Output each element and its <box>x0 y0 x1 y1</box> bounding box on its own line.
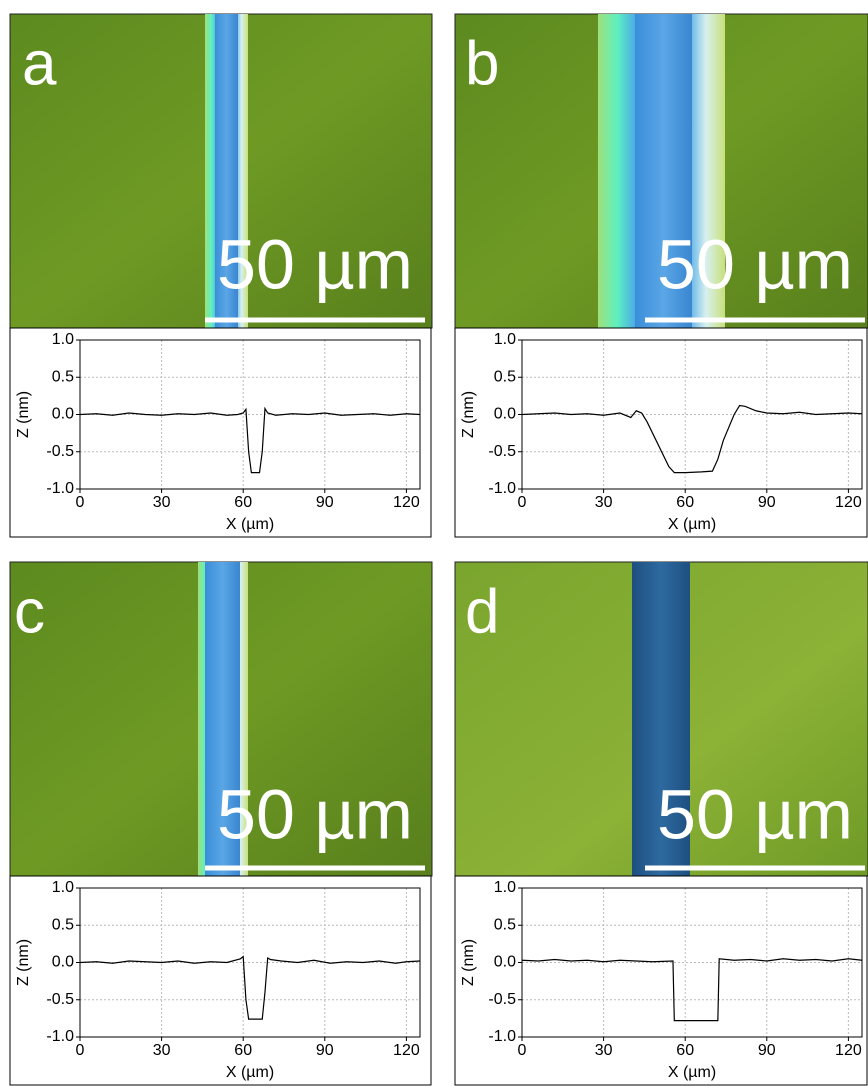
x-axis-label: X (µm) <box>668 516 716 533</box>
y-axis-label: Z (nm) <box>460 391 477 438</box>
x-tick-label: 0 <box>518 494 527 511</box>
panel-label: b <box>465 29 499 98</box>
chart-frame <box>10 876 431 1085</box>
y-tick-label: 1.0 <box>52 879 74 896</box>
x-axis-label: X (µm) <box>668 1064 716 1081</box>
x-tick-label: 30 <box>595 1042 613 1059</box>
panel-label: d <box>465 577 499 646</box>
x-axis-label: X (µm) <box>226 516 274 533</box>
x-tick-label: 120 <box>835 494 862 511</box>
x-tick-label: 90 <box>316 494 334 511</box>
y-tick-label: 0.0 <box>494 406 516 423</box>
y-tick-label: -0.5 <box>46 443 74 460</box>
y-tick-label: -1.0 <box>488 1028 516 1045</box>
x-tick-label: 30 <box>153 494 171 511</box>
y-tick-label: 0.0 <box>52 954 74 971</box>
x-tick-label: 120 <box>393 1042 420 1059</box>
x-tick-label: 30 <box>595 494 613 511</box>
x-tick-label: 60 <box>234 1042 252 1059</box>
scale-bar-label: 50 µm <box>217 775 413 853</box>
x-tick-label: 30 <box>153 1042 171 1059</box>
x-tick-label: 0 <box>76 494 85 511</box>
chart-frame <box>10 328 431 537</box>
y-tick-label: 0.0 <box>494 954 516 971</box>
y-tick-label: -1.0 <box>46 1028 74 1045</box>
y-tick-label: -1.0 <box>488 480 516 497</box>
y-tick-label: 1.0 <box>494 879 516 896</box>
y-tick-label: -1.0 <box>46 480 74 497</box>
panel-label: c <box>14 577 45 646</box>
x-axis-label: X (µm) <box>226 1064 274 1081</box>
y-tick-label: 0.5 <box>494 916 516 933</box>
y-tick-label: 0.5 <box>52 916 74 933</box>
y-tick-label: 1.0 <box>494 331 516 348</box>
x-tick-label: 90 <box>758 1042 776 1059</box>
y-tick-label: 0.0 <box>52 406 74 423</box>
x-tick-label: 60 <box>676 494 694 511</box>
y-axis-label: Z (nm) <box>460 939 477 986</box>
y-tick-label: -0.5 <box>46 991 74 1008</box>
x-tick-label: 120 <box>835 1042 862 1059</box>
y-tick-label: 1.0 <box>52 331 74 348</box>
scale-bar-label: 50 µm <box>657 225 853 303</box>
panel-label: a <box>22 29 57 98</box>
scale-bar-label: 50 µm <box>657 775 853 853</box>
y-tick-label: 0.5 <box>52 368 74 385</box>
figure: a50 µm1.00.50.0-0.5-1.00306090120X (µm)Z… <box>0 0 868 1086</box>
x-tick-label: 0 <box>518 1042 527 1059</box>
x-tick-label: 60 <box>234 494 252 511</box>
x-tick-label: 120 <box>393 494 420 511</box>
y-tick-label: -0.5 <box>488 443 516 460</box>
x-tick-label: 60 <box>676 1042 694 1059</box>
y-tick-label: 0.5 <box>494 368 516 385</box>
x-tick-label: 90 <box>758 494 776 511</box>
y-axis-label: Z (nm) <box>15 391 32 438</box>
x-tick-label: 90 <box>316 1042 334 1059</box>
scale-bar-label: 50 µm <box>217 225 413 303</box>
y-tick-label: -0.5 <box>488 991 516 1008</box>
x-tick-label: 0 <box>76 1042 85 1059</box>
y-axis-label: Z (nm) <box>15 939 32 986</box>
